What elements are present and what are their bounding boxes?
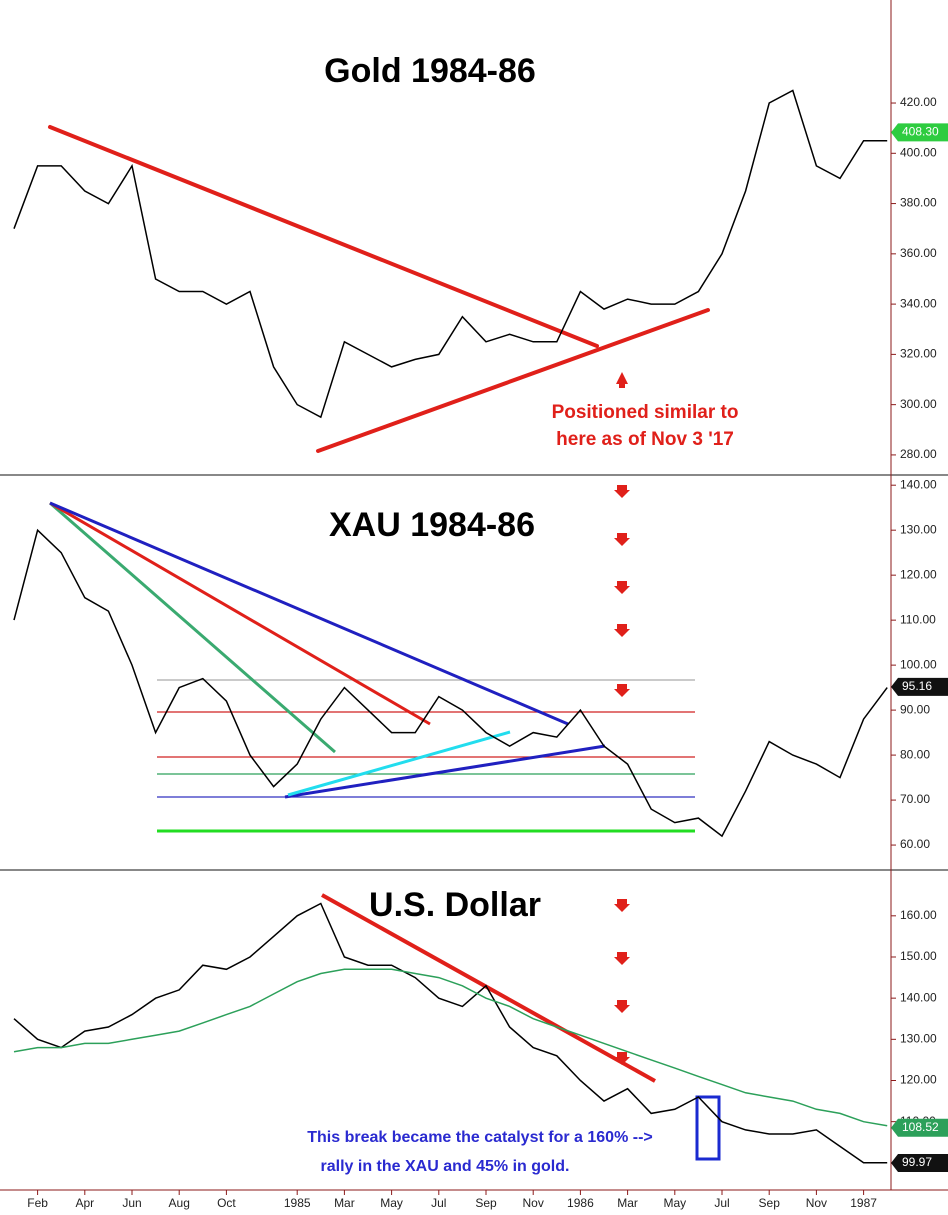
trend-lines xyxy=(48,125,710,453)
y-tick-label: 140.00 xyxy=(900,990,937,1004)
end-label: 99.97 xyxy=(902,1155,932,1169)
panel-title: XAU 1984-86 xyxy=(329,506,535,544)
y-tick-label: 420.00 xyxy=(900,95,937,109)
y-tick-label: 400.00 xyxy=(900,145,937,159)
x-tick-label: May xyxy=(380,1196,403,1210)
annotation: Positioned similar to xyxy=(552,402,739,423)
x-tick-label: 1986 xyxy=(567,1196,594,1210)
y-tick-label: 150.00 xyxy=(900,949,937,963)
end-label-box xyxy=(891,123,948,142)
y-tick-label: 360.00 xyxy=(900,246,937,260)
y-tick-label: 80.00 xyxy=(900,747,930,761)
x-tick-label: Jul xyxy=(431,1196,446,1210)
price-line xyxy=(13,89,888,419)
y-tick-label: 100.00 xyxy=(900,657,937,671)
x-tick-label: Nov xyxy=(523,1196,544,1210)
end-label: 408.30 xyxy=(902,125,939,139)
x-tick-label: Sep xyxy=(759,1196,781,1210)
x-tick-label: Mar xyxy=(334,1196,355,1210)
x-tick-label: Jun xyxy=(122,1196,141,1210)
x-tick-label: Nov xyxy=(806,1196,827,1210)
y-tick-label: 160.00 xyxy=(900,908,937,922)
x-tick-label: Apr xyxy=(75,1196,94,1210)
y-tick-label: 130.00 xyxy=(900,522,937,536)
break-box xyxy=(695,1095,721,1161)
x-tick-label: Oct xyxy=(217,1196,236,1210)
y-tick-label: 60.00 xyxy=(900,837,930,851)
y-tick-label: 380.00 xyxy=(900,196,937,210)
end-label: 108.52 xyxy=(902,1120,939,1134)
end-label-box xyxy=(891,1153,948,1172)
price-line xyxy=(13,968,888,1127)
y-tick-label: 300.00 xyxy=(900,397,937,411)
x-tick-label: Mar xyxy=(617,1196,638,1210)
annotation: rally in the XAU and 45% in gold. xyxy=(321,1158,570,1175)
arrows xyxy=(614,372,630,1065)
y-tick-label: 340.00 xyxy=(900,296,937,310)
x-tick-label: Sep xyxy=(475,1196,497,1210)
y-tick-label: 120.00 xyxy=(900,1073,937,1087)
y-tick-label: 110.00 xyxy=(900,612,936,626)
panel-title: U.S. Dollar xyxy=(369,886,541,924)
x-tick-label: Jul xyxy=(714,1196,729,1210)
x-tick-label: May xyxy=(663,1196,686,1210)
x-tick-label: Feb xyxy=(27,1196,48,1210)
annotation: here as of Nov 3 '17 xyxy=(556,429,734,450)
x-tick-label: Aug xyxy=(169,1196,190,1210)
y-tick-label: 140.00 xyxy=(900,477,937,491)
y-tick-label: 120.00 xyxy=(900,567,937,581)
x-tick-label: 1987 xyxy=(850,1196,877,1210)
dollar-trend-line xyxy=(321,893,656,1083)
x-tick-label: 1985 xyxy=(284,1196,311,1210)
price-line xyxy=(13,902,888,1164)
xau-trend-lines xyxy=(49,501,606,799)
y-tick-label: 280.00 xyxy=(900,447,937,461)
end-label: 95.16 xyxy=(902,679,932,693)
y-tick-label: 320.00 xyxy=(900,347,937,361)
y-tick-label: 70.00 xyxy=(900,792,930,806)
end-label-box xyxy=(891,677,948,696)
panel-title: Gold 1984-86 xyxy=(324,52,536,90)
end-label-box xyxy=(891,1118,948,1137)
y-tick-label: 90.00 xyxy=(900,702,930,716)
price-line xyxy=(13,528,888,838)
y-tick-label: 130.00 xyxy=(900,1031,937,1045)
annotation: This break became the catalyst for a 160… xyxy=(307,1129,652,1146)
